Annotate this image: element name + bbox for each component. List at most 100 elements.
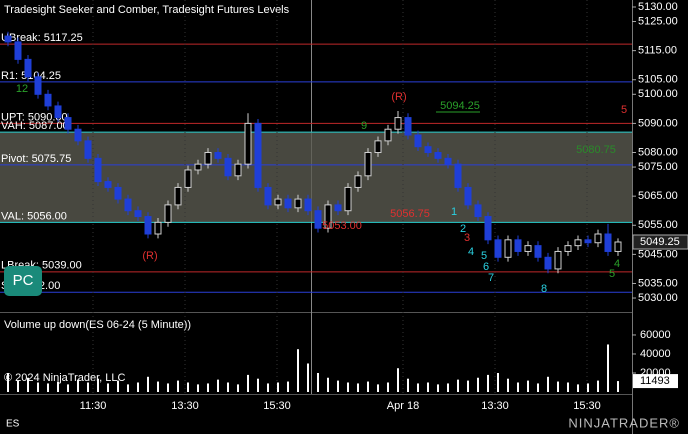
candle-body (544, 256, 552, 270)
volume-bar (157, 381, 159, 392)
volume-bar (587, 383, 589, 392)
candle-body (184, 169, 192, 188)
candle-body (34, 76, 42, 95)
candle-body (584, 239, 592, 244)
candle-body (474, 204, 482, 218)
volume-bar (417, 383, 419, 392)
candle-body (254, 122, 262, 188)
x-tick-label: 13:30 (171, 400, 199, 412)
level-label: UPT: 5090.00 (1, 111, 68, 123)
candle-body (574, 239, 582, 247)
volume-bar (247, 374, 249, 392)
x-tick-label: 15:30 (263, 400, 291, 412)
candle-body (514, 239, 522, 252)
level-label: Pivot: 5075.75 (1, 153, 71, 165)
volume-bar (537, 383, 539, 392)
annotation: 5053.00 (322, 220, 362, 232)
y-tick-label: 5035.00 (638, 277, 678, 289)
y-tick-label: 5075.00 (638, 161, 678, 173)
volume-bar (397, 368, 399, 392)
volume-bar (277, 382, 279, 392)
volume-bar (567, 382, 569, 392)
y-tick-label: 5100.00 (638, 88, 678, 100)
candle-body (484, 216, 492, 241)
candle-body (434, 152, 442, 159)
y-tick-label: 40000 (640, 348, 671, 360)
candle-body (124, 198, 132, 212)
volume-bar (547, 376, 549, 392)
annotation: 6 (483, 261, 489, 273)
candle-body (44, 93, 52, 107)
candle-body (104, 181, 112, 188)
volume-bar (427, 382, 429, 392)
volume-bar (367, 381, 369, 392)
volume-bar (307, 363, 309, 392)
candle-body (404, 117, 412, 136)
candle-body (334, 204, 342, 212)
volume-bar (137, 382, 139, 392)
candle-body (364, 152, 372, 177)
candle-body (84, 140, 92, 159)
annotation: 7 (488, 272, 494, 284)
level-label: UBreak: 5117.25 (1, 32, 83, 44)
annotation: 2 (460, 223, 466, 235)
candle-body (464, 186, 472, 206)
volume-bar (187, 382, 189, 392)
candle-body (224, 157, 232, 177)
y-tick-label: 5090.00 (638, 117, 678, 129)
volume-bar (47, 383, 49, 392)
chart-title: Tradesight Seeker and Comber, Tradesight… (4, 4, 290, 16)
volume-bar (527, 380, 529, 392)
volume-bar (147, 376, 149, 392)
volume-bar (97, 378, 99, 392)
candle-body (564, 245, 572, 252)
volume-bar (297, 349, 299, 392)
candle-body (94, 157, 102, 183)
annotation: 4 (614, 258, 620, 270)
candle-body (14, 41, 22, 60)
candle-body (4, 35, 12, 43)
volume-bar (467, 380, 469, 392)
pc-button[interactable]: PC (4, 266, 42, 296)
annotation: (R) (142, 250, 157, 262)
volume-bar (67, 384, 69, 392)
volume-bar (207, 383, 209, 392)
annotation: 5056.75 (390, 208, 430, 220)
candle-body (594, 233, 602, 244)
value-area (0, 132, 632, 223)
volume-bar (607, 344, 609, 392)
candle-body (114, 186, 122, 200)
volume-bar (77, 379, 79, 392)
y-tick-label: 60000 (640, 329, 671, 341)
volume-bar (87, 382, 89, 392)
volume-bar (477, 377, 479, 392)
volume-bar (127, 384, 129, 392)
volume-bar (117, 380, 119, 392)
level-label: VAL: 5056.00 (1, 210, 67, 222)
annotation: 5 (609, 268, 615, 280)
y-tick-label: 5125.00 (638, 15, 678, 27)
y-tick-label: 5115.00 (638, 45, 677, 57)
annotation: 9 (361, 120, 367, 132)
volume-bar (37, 382, 39, 392)
last-volume-box (633, 374, 678, 389)
x-tick-label: 11:30 (80, 400, 107, 412)
last-price-box (632, 234, 688, 250)
candle-body (64, 117, 72, 130)
candle-body (394, 117, 402, 130)
candle-body (424, 146, 432, 154)
volume-bar (177, 380, 179, 392)
annotation: 3 (464, 232, 470, 244)
candle-body (164, 204, 172, 223)
volume-bar (17, 380, 19, 392)
candle-body (294, 198, 302, 209)
candle-body (524, 245, 532, 252)
candle-body (24, 58, 32, 78)
candle-body (384, 128, 392, 142)
volume-bar (497, 372, 499, 392)
x-tick-label: Apr 18 (387, 400, 419, 412)
volume-bar (227, 382, 229, 392)
volume-bar (577, 384, 579, 392)
candle-body (354, 175, 362, 188)
volume-bar (57, 381, 59, 392)
